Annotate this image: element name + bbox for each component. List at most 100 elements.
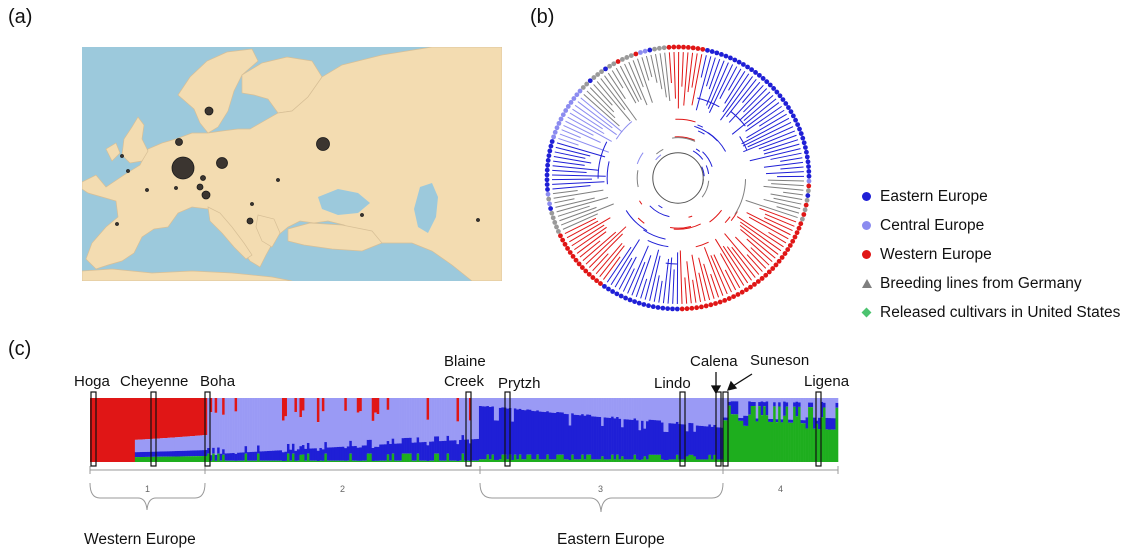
tree-tip	[670, 306, 675, 312]
tree-arc	[658, 204, 663, 209]
ancestry-segment	[601, 456, 604, 462]
central-dot-icon	[862, 221, 871, 230]
ancestry-segment	[468, 420, 472, 444]
ancestry-segment	[172, 437, 176, 452]
ancestry-segment	[523, 459, 527, 462]
ancestry-segment	[394, 398, 397, 444]
ancestry-segment	[274, 450, 278, 461]
tree-tip	[783, 101, 789, 106]
ancestry-segment	[107, 398, 111, 462]
ancestry-segment	[349, 440, 353, 454]
tree-branch	[556, 197, 609, 213]
ancestry-segment	[359, 447, 363, 461]
ancestry-segment	[409, 453, 412, 462]
ancestry-segment	[593, 459, 597, 462]
ancestry-segment	[321, 460, 325, 462]
ancestry-segment	[217, 398, 220, 448]
ancestry-segment	[356, 398, 360, 413]
ancestry-segment	[700, 425, 704, 460]
tree-tip	[646, 303, 651, 309]
ancestry-segment	[234, 398, 238, 412]
ancestry-segment	[414, 442, 417, 461]
ancestry-segment	[436, 453, 440, 462]
ancestry-segment	[374, 412, 378, 447]
tree-arc	[597, 141, 608, 179]
tree-branch	[705, 57, 716, 87]
tree-branch	[658, 280, 663, 303]
ancestry-segment	[730, 414, 734, 462]
ancestry-segment	[249, 398, 253, 452]
tree-tip	[786, 105, 791, 110]
tree-tip	[782, 251, 788, 256]
tree-tip	[798, 221, 804, 227]
tree-branch	[552, 178, 592, 181]
tree-tip	[802, 145, 808, 150]
ancestry-segment	[763, 398, 766, 403]
ancestry-segment	[733, 398, 737, 402]
tree-tip	[544, 167, 550, 173]
tree-tip	[554, 224, 559, 230]
ancestry-segment	[553, 412, 557, 460]
ancestry-segment	[556, 398, 560, 413]
tree-tip	[800, 135, 806, 141]
ancestry-segment	[309, 448, 313, 461]
ancestry-segment	[588, 454, 592, 462]
ancestry-segment	[588, 398, 592, 415]
ancestry-segment	[521, 409, 525, 460]
ancestry-segment	[291, 398, 295, 444]
ancestry-segment	[376, 446, 380, 461]
tree-branch	[724, 269, 737, 291]
tree-arc	[649, 205, 670, 218]
ancestry-segment	[708, 454, 712, 462]
tree-tip	[603, 66, 608, 72]
ancestry-segment	[698, 398, 702, 426]
ancestry-segment	[591, 459, 594, 462]
ancestry-segment	[478, 459, 482, 462]
ancestry-segment	[326, 398, 330, 448]
tree-branch	[731, 98, 777, 135]
ancestry-segment	[304, 448, 308, 461]
ancestry-segment	[192, 436, 196, 451]
tree-tip	[674, 306, 680, 312]
ancestry-segment	[723, 417, 727, 421]
tree-branch	[746, 212, 791, 236]
ancestry-segment	[144, 398, 148, 440]
tree-branch	[668, 52, 672, 84]
ancestry-segment	[144, 439, 148, 452]
tree-branch	[679, 250, 683, 304]
tree-branch	[641, 57, 650, 81]
ancestry-segment	[760, 398, 764, 402]
ancestry-segment	[97, 398, 101, 462]
ancestry-segment	[536, 398, 540, 411]
ancestry-segment	[568, 398, 572, 426]
ancestry-segment	[444, 440, 447, 461]
ancestry-segment	[229, 398, 233, 454]
ancestry-segment	[281, 398, 285, 421]
ancestry-segment	[159, 451, 163, 457]
cultivar-highlight-box	[815, 391, 822, 467]
tree-branch	[706, 60, 725, 106]
ancestry-segment	[414, 460, 417, 462]
ancestry-segment	[566, 414, 570, 460]
tree-arc	[675, 118, 696, 123]
tree-branch	[649, 255, 661, 301]
tree-branch	[740, 229, 776, 259]
ancestry-segment	[468, 460, 472, 462]
ancestry-segment	[665, 398, 669, 432]
region-braces	[89, 482, 724, 513]
ancestry-segment	[109, 398, 113, 462]
ancestry-segment	[379, 444, 383, 461]
ancestry-segment	[284, 460, 288, 462]
tree-branch	[692, 279, 697, 303]
ancestry-segment	[286, 443, 290, 454]
tree-branch	[763, 185, 804, 191]
ancestry-segment	[254, 451, 258, 461]
ancestry-segment	[755, 398, 759, 419]
ancestry-segment	[738, 398, 742, 418]
tree-branch	[627, 245, 649, 294]
ancestry-segment	[586, 414, 589, 455]
tree-arc	[647, 239, 669, 248]
ancestry-segment	[456, 444, 460, 461]
ancestry-segment	[142, 451, 146, 457]
tree-arc	[695, 241, 709, 248]
